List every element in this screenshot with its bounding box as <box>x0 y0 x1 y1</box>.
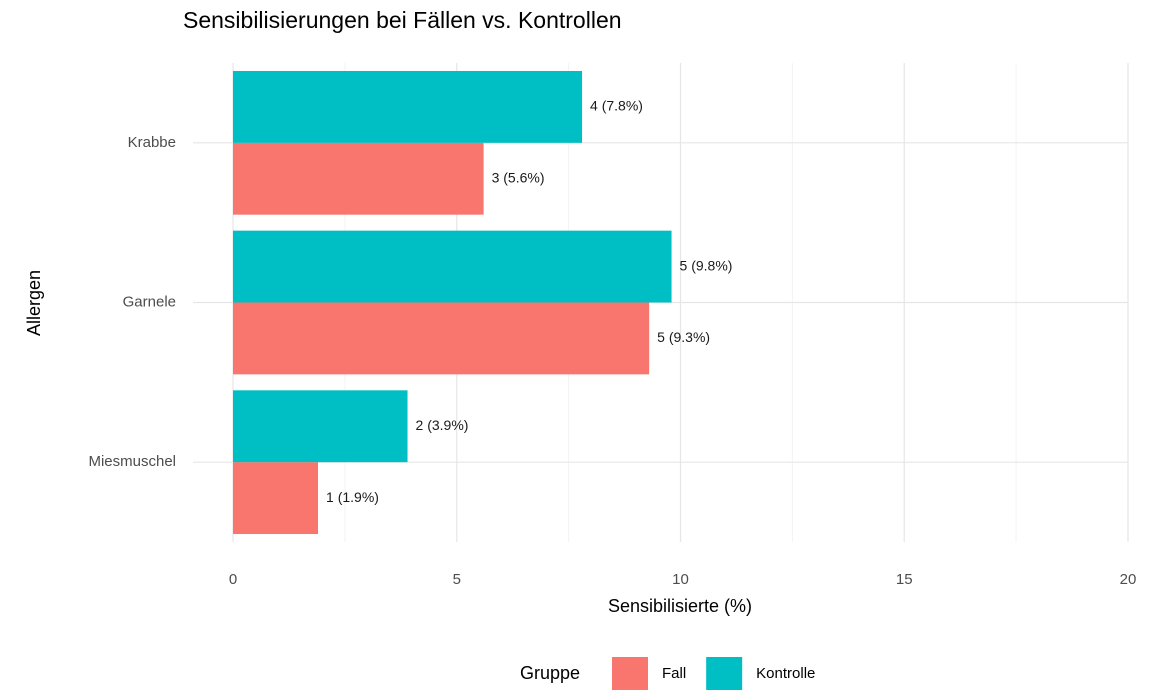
x-axis-title: Sensibilisierte (%) <box>608 596 752 616</box>
legend-swatch <box>706 657 743 690</box>
data-label: 1 (1.9%) <box>326 489 379 505</box>
legend-title: Gruppe <box>520 663 580 683</box>
data-label: 5 (9.3%) <box>657 329 710 345</box>
y-tick-label: Miesmuschel <box>88 453 176 470</box>
data-label: 3 (5.6%) <box>492 169 545 185</box>
bar <box>233 70 583 143</box>
x-tick-label: 15 <box>896 571 913 588</box>
chart-title: Sensibilisierungen bei Fällen vs. Kontro… <box>183 7 622 33</box>
x-tick-label: 10 <box>672 571 689 588</box>
legend-label: Fall <box>662 665 686 682</box>
bar <box>233 230 672 303</box>
legend-label: Kontrolle <box>756 665 815 682</box>
data-label: 5 (9.8%) <box>680 257 733 273</box>
data-label: 4 (7.8%) <box>590 98 643 114</box>
y-tick-label: Garnele <box>123 293 176 310</box>
x-tick-label: 5 <box>453 571 461 588</box>
bar <box>233 462 319 535</box>
y-axis-title: Allergen <box>24 270 44 336</box>
legend-swatch <box>612 657 648 690</box>
bar <box>233 302 650 375</box>
x-tick-label: 0 <box>229 571 237 588</box>
bar <box>233 142 484 215</box>
y-tick-label: Krabbe <box>128 134 176 151</box>
data-label: 2 (3.9%) <box>416 417 469 433</box>
x-tick-label: 20 <box>1120 571 1137 588</box>
bar <box>233 390 408 463</box>
